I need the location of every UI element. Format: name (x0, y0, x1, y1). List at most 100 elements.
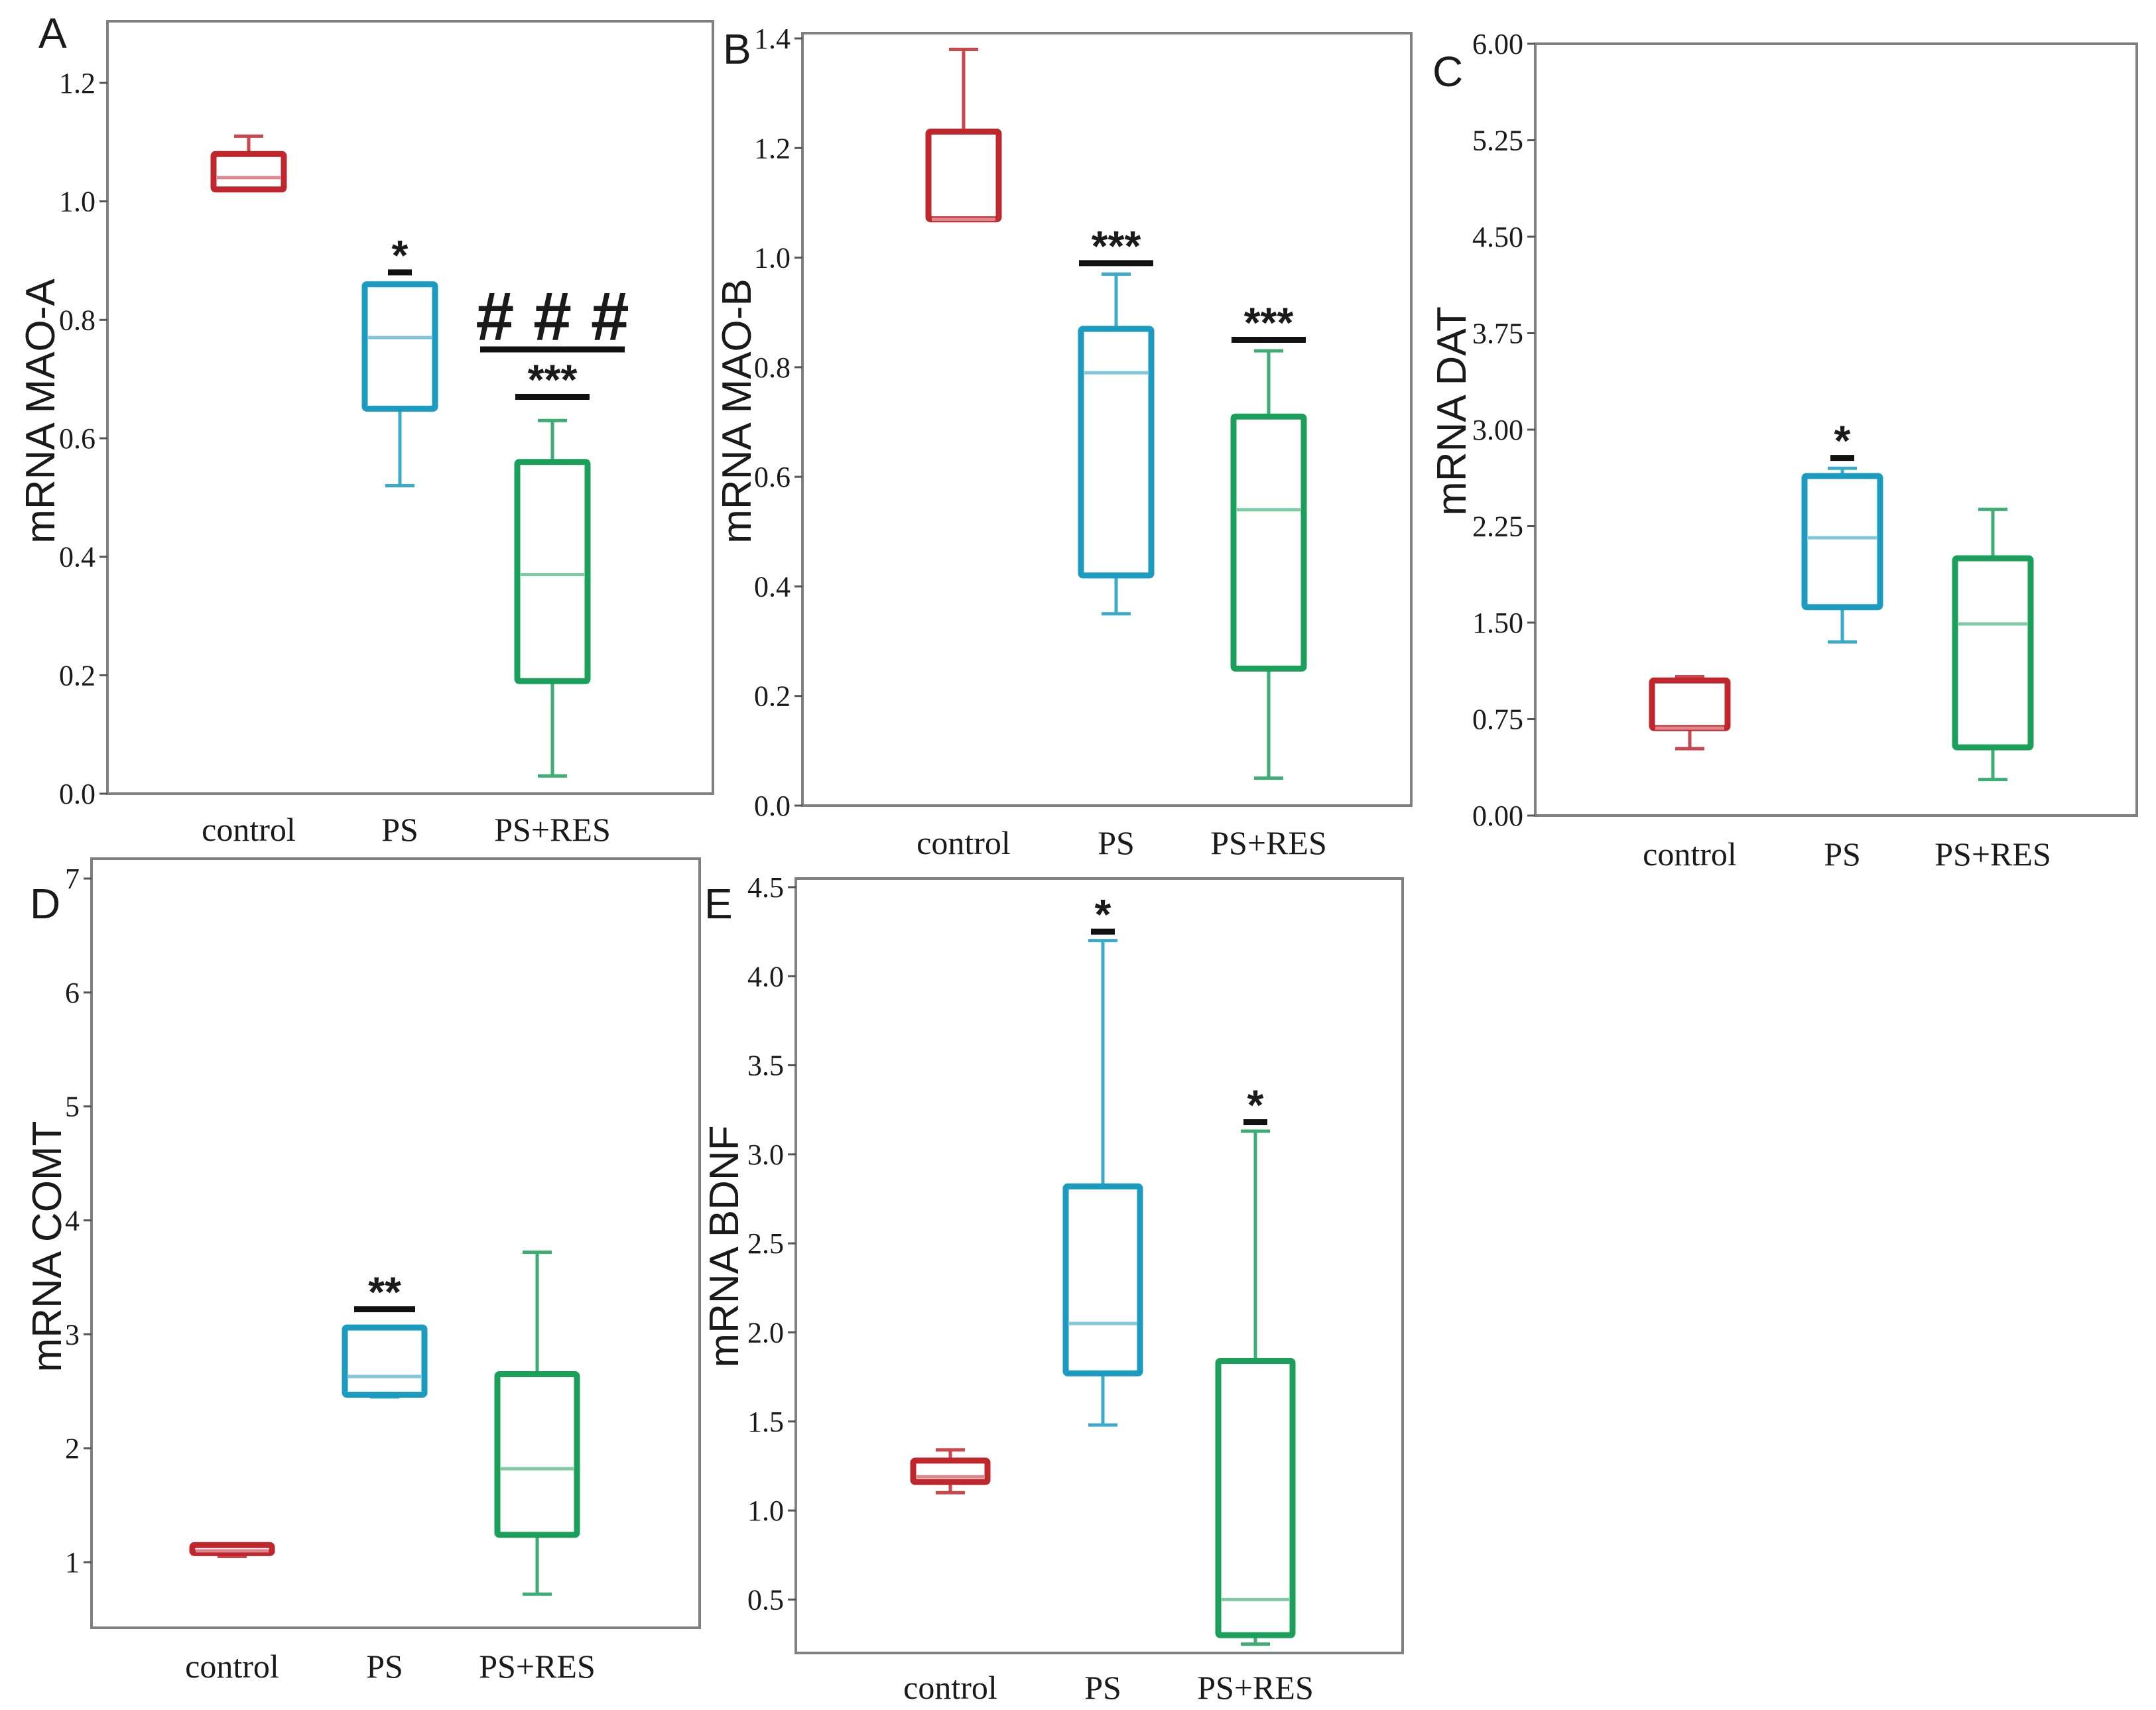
y-tick-label: 1.0 (754, 242, 791, 275)
significance-stars: * (1247, 1081, 1264, 1129)
box-ps (1078, 272, 1155, 616)
y-tick-label: 2.0 (747, 1317, 784, 1349)
significance-stars: *** (1244, 299, 1294, 347)
box-ps-res (1230, 349, 1307, 780)
box-iqr (1230, 413, 1307, 672)
y-tick-label: 4.5 (747, 871, 784, 904)
x-category-label: PS+RES (1934, 835, 2051, 873)
x-category-label: control (903, 1669, 997, 1706)
box-iqr (514, 459, 591, 684)
y-tick-label: 0.75 (1472, 703, 1523, 736)
box-control (210, 134, 287, 193)
y-tick-label: 2.25 (1472, 511, 1523, 543)
box-ps-res (494, 1251, 580, 1596)
box-iqr (910, 1457, 991, 1485)
box-control (910, 1448, 991, 1495)
x-category-label: control (917, 824, 1011, 861)
box-ps-res (514, 418, 591, 778)
y-axis-label: mRNA MAO-A (18, 278, 64, 544)
x-category-label: control (202, 811, 296, 848)
box-ps (361, 281, 438, 487)
y-tick-label: 4.0 (747, 960, 784, 993)
plot-frame (801, 32, 1413, 807)
y-tick-label: 0.4 (59, 541, 95, 574)
x-category-label: PS (1084, 1669, 1121, 1706)
panel-letter: B (723, 25, 751, 73)
y-tick-label: 6 (65, 977, 80, 1009)
box-ps (1062, 939, 1143, 1427)
plot-frame (106, 20, 714, 795)
x-category-label: control (1643, 835, 1737, 873)
y-tick-label: 1.50 (1472, 607, 1523, 639)
x-category-label: PS (366, 1648, 403, 1685)
y-tick-label: 1.5 (747, 1406, 784, 1438)
x-category-label: PS (1098, 824, 1135, 861)
y-axis-label: mRNA MAO-B (714, 278, 760, 544)
box-control (189, 1542, 275, 1558)
y-tick-label: 7 (65, 863, 80, 895)
box-iqr (1078, 326, 1155, 579)
box-control (925, 48, 1002, 223)
significance-stars: * (1095, 890, 1111, 938)
box-iqr (210, 151, 287, 193)
box-iqr (342, 1324, 428, 1398)
y-axis-label: mRNA BDNF (702, 1125, 747, 1367)
y-tick-label: 1.2 (59, 67, 95, 99)
significance-stars: * (392, 231, 409, 279)
y-tick-label: 0.6 (754, 461, 791, 493)
box-iqr (361, 281, 438, 412)
box-iqr (1215, 1357, 1296, 1638)
box-ps (342, 1324, 428, 1399)
y-axis-label: mRNA DAT (1429, 306, 1475, 516)
significance-hash: # # # (476, 278, 629, 355)
y-axis-label: mRNA COMT (25, 1121, 70, 1373)
y-tick-label: 0.6 (59, 422, 95, 455)
box-iqr (1952, 555, 2034, 751)
x-category-label: control (185, 1648, 279, 1685)
x-category-label: PS+RES (494, 811, 611, 848)
y-tick-label: 5 (65, 1091, 80, 1123)
box-ps-res (1215, 1129, 1296, 1646)
x-category-label: PS (1824, 835, 1861, 873)
significance-stars: *** (1092, 222, 1141, 270)
x-category-label: PS+RES (479, 1648, 596, 1685)
significance-stars: * (1834, 417, 1851, 465)
y-tick-label: 0.5 (747, 1583, 784, 1616)
y-tick-label: 4 (65, 1205, 80, 1237)
x-category-label: PS (381, 811, 418, 848)
box-iqr (1062, 1183, 1143, 1376)
y-tick-label: 0.2 (754, 680, 791, 713)
y-tick-label: 5.25 (1472, 125, 1523, 157)
y-tick-label: 3 (65, 1318, 80, 1351)
y-tick-label: 0.0 (754, 790, 791, 822)
y-tick-label: 1.0 (747, 1495, 784, 1527)
panel-letter: C (1432, 48, 1463, 95)
y-tick-label: 3.5 (747, 1050, 784, 1082)
panel-letter: E (704, 880, 733, 928)
y-tick-label: 3.0 (747, 1138, 784, 1171)
y-tick-label: 0.00 (1472, 800, 1523, 832)
box-iqr (1649, 677, 1731, 731)
y-tick-label: 0.8 (59, 304, 95, 336)
panel-letter: D (30, 880, 60, 928)
plot-frame (90, 857, 701, 1629)
panel-letter: A (38, 9, 67, 57)
y-tick-label: 6.00 (1472, 28, 1523, 60)
y-tick-label: 0.8 (754, 351, 791, 384)
box-control (1649, 674, 1731, 751)
box-iqr (1801, 473, 1883, 611)
significance-stars: *** (528, 355, 578, 403)
box-iqr (925, 128, 1002, 223)
x-category-label: PS+RES (1210, 824, 1327, 861)
y-tick-label: 3.00 (1472, 414, 1523, 446)
y-tick-label: 1.4 (754, 23, 791, 55)
y-tick-label: 2 (65, 1432, 80, 1465)
box-ps-res (1952, 507, 2034, 782)
y-tick-label: 0.2 (59, 659, 95, 692)
y-tick-label: 4.50 (1472, 221, 1523, 253)
